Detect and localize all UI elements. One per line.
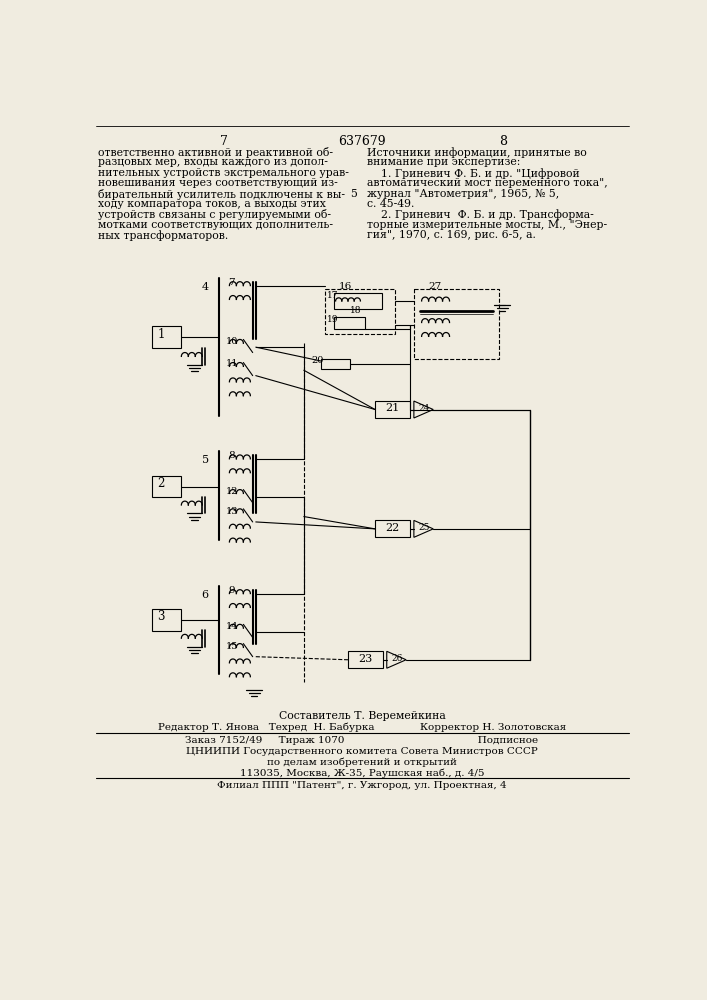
Text: 7: 7 xyxy=(220,135,228,148)
Text: 23: 23 xyxy=(358,654,373,664)
Text: 27: 27 xyxy=(428,282,441,291)
Bar xyxy=(414,289,499,359)
Text: торные измерительные мосты, М., "Энер-: торные измерительные мосты, М., "Энер- xyxy=(368,220,607,230)
Text: 9: 9 xyxy=(228,586,235,595)
Text: 17: 17 xyxy=(327,291,339,300)
Bar xyxy=(321,359,351,369)
Text: Редактор Т. Янова   Техред  Н. Бабурка              Корректор Н. Золотовская: Редактор Т. Янова Техред Н. Бабурка Корр… xyxy=(158,723,566,732)
Text: 8: 8 xyxy=(228,451,235,460)
Text: 20: 20 xyxy=(312,356,324,365)
Text: 637679: 637679 xyxy=(338,135,386,148)
Text: 1. Гриневич Ф. Б. и др. "Цифровой: 1. Гриневич Ф. Б. и др. "Цифровой xyxy=(368,168,580,179)
Text: мотками соответствующих дополнитель-: мотками соответствующих дополнитель- xyxy=(98,220,333,230)
Bar xyxy=(152,476,182,497)
Text: 26: 26 xyxy=(392,654,403,663)
Text: ЦНИИПИ Государственного комитета Совета Министров СССР: ЦНИИПИ Государственного комитета Совета … xyxy=(186,747,538,756)
Bar xyxy=(348,651,383,668)
Text: 4: 4 xyxy=(201,282,209,292)
Bar xyxy=(375,520,410,537)
Text: 1: 1 xyxy=(158,328,165,341)
Text: Источники информации, принятые во: Источники информации, принятые во xyxy=(368,147,587,158)
Text: 6: 6 xyxy=(201,590,209,600)
Text: устройств связаны с регулируемыми об-: устройств связаны с регулируемыми об- xyxy=(98,209,331,220)
Text: 11: 11 xyxy=(226,359,238,368)
Text: 13: 13 xyxy=(226,507,238,516)
Bar xyxy=(325,289,395,334)
Text: 7: 7 xyxy=(228,278,235,287)
Text: новешивания через соответствующий из-: новешивания через соответствующий из- xyxy=(98,178,337,188)
Text: внимание при экспертизе:: внимание при экспертизе: xyxy=(368,157,521,167)
Bar xyxy=(334,293,382,309)
Bar xyxy=(334,317,365,329)
Text: автоматический мост переменного тока",: автоматический мост переменного тока", xyxy=(368,178,608,188)
Text: 2. Гриневич  Ф. Б. и др. Трансформа-: 2. Гриневич Ф. Б. и др. Трансформа- xyxy=(368,209,594,220)
Text: нительных устройств экстремального урав-: нительных устройств экстремального урав- xyxy=(98,168,349,178)
Text: бирательный усилитель подключены к вы-: бирательный усилитель подключены к вы- xyxy=(98,189,345,200)
Text: гия", 1970, с. 169, рис. 6-5, а.: гия", 1970, с. 169, рис. 6-5, а. xyxy=(368,230,536,240)
Bar xyxy=(152,609,182,631)
Text: журнал "Автометрия", 1965, № 5,: журнал "Автометрия", 1965, № 5, xyxy=(368,189,560,199)
Text: 24: 24 xyxy=(419,404,430,413)
Text: 5: 5 xyxy=(351,189,357,199)
Bar xyxy=(375,401,410,418)
Text: по делам изобретений и открытий: по делам изобретений и открытий xyxy=(267,758,457,767)
Text: 16: 16 xyxy=(339,282,352,291)
Text: ответственно активной и реактивной об-: ответственно активной и реактивной об- xyxy=(98,147,333,158)
Text: Заказ 7152/49     Тираж 1070                                         Подписное: Заказ 7152/49 Тираж 1070 Подписное xyxy=(185,736,539,745)
Text: 8: 8 xyxy=(499,135,507,148)
Text: 18: 18 xyxy=(350,306,361,315)
Text: Составитель Т. Веремейкина: Составитель Т. Веремейкина xyxy=(279,711,445,721)
Text: 15: 15 xyxy=(226,642,238,651)
Text: Филиал ППП "Патент", г. Ужгород, ул. Проектная, 4: Филиал ППП "Патент", г. Ужгород, ул. Про… xyxy=(217,781,507,790)
Text: 25: 25 xyxy=(419,523,430,532)
Text: 12: 12 xyxy=(226,487,238,496)
Text: разцовых мер, входы каждого из допол-: разцовых мер, входы каждого из допол- xyxy=(98,157,327,167)
Text: 2: 2 xyxy=(158,477,165,490)
Text: 19: 19 xyxy=(327,315,339,324)
Text: ных трансформаторов.: ных трансформаторов. xyxy=(98,230,228,241)
Text: 22: 22 xyxy=(385,523,399,533)
Bar xyxy=(152,326,182,348)
Text: с. 45-49.: с. 45-49. xyxy=(368,199,415,209)
Text: 113035, Москва, Ж-35, Раушская наб., д. 4/5: 113035, Москва, Ж-35, Раушская наб., д. … xyxy=(240,768,484,778)
Text: 10: 10 xyxy=(226,337,238,346)
Text: 3: 3 xyxy=(158,610,165,623)
Text: 5: 5 xyxy=(201,455,209,465)
Text: 14: 14 xyxy=(226,622,238,631)
Text: ходу компаратора токов, а выходы этих: ходу компаратора токов, а выходы этих xyxy=(98,199,325,209)
Text: 21: 21 xyxy=(385,403,399,413)
